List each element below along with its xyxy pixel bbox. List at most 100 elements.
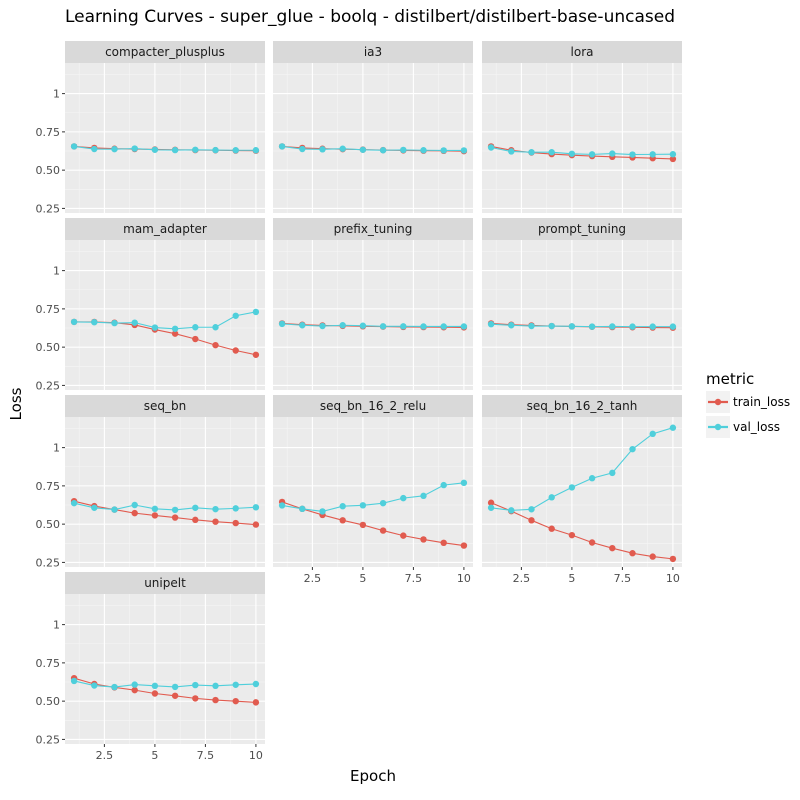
data-point-val_loss [359, 322, 367, 329]
facet-strip-label: lora [571, 45, 594, 59]
data-point-val_loss [400, 494, 407, 502]
data-point-val_loss [171, 146, 179, 154]
data-point-val_loss [669, 323, 677, 330]
data-point-val_loss [568, 323, 576, 330]
data-point-train_loss [339, 517, 346, 524]
data-point-val_loss [111, 145, 118, 153]
data-point-train_loss [252, 521, 260, 528]
data-point-val_loss [379, 147, 387, 154]
data-point-val_loss [212, 324, 219, 331]
data-point-val_loss [91, 145, 98, 153]
data-point-val_loss [548, 149, 555, 156]
data-point-val_loss [252, 504, 260, 511]
x-tick-label: 5 [151, 749, 158, 762]
series-line-val_loss [74, 311, 257, 330]
data-point-val_loss [629, 323, 636, 330]
data-point-val_loss [339, 145, 346, 152]
legend-item-val_loss: val_loss [706, 416, 780, 438]
facet-strip [482, 41, 682, 63]
data-point-train_loss [440, 539, 447, 547]
data-point-train_loss [212, 518, 219, 525]
data-point-val_loss [319, 508, 326, 515]
data-point-val_loss [212, 146, 219, 154]
data-point-val_loss [70, 499, 78, 507]
series-line-val_loss [281, 482, 464, 512]
series-line-train_loss [73, 500, 256, 526]
data-point-val_loss [460, 147, 468, 154]
x-tick-label: 7.5 [197, 749, 215, 762]
y-tick-label: 0.25 [36, 733, 61, 746]
legend-title: metric [706, 370, 754, 388]
data-point-train_loss [171, 330, 179, 337]
facet-strip [65, 395, 265, 417]
facet-strip-label: seq_bn_16_2_relu [320, 399, 426, 413]
facet-panel-ia3: ia3 [273, 41, 473, 213]
data-point-val_loss [299, 145, 306, 153]
data-point-val_loss [111, 506, 118, 513]
legend-key-point [714, 398, 722, 406]
series-line-train_loss [73, 677, 256, 703]
facet-strip-label: compacter_plusplus [105, 45, 225, 59]
panel-background [482, 417, 682, 567]
y-tick-label: 0.25 [36, 556, 61, 569]
y-axis-title: Loss [7, 387, 25, 420]
data-point-val_loss [548, 322, 555, 330]
facet-strip-label: mam_adapter [123, 222, 207, 236]
data-point-val_loss [232, 147, 239, 154]
data-point-val_loss [91, 318, 98, 326]
data-point-val_loss [568, 150, 576, 157]
x-axis-title: Epoch [350, 767, 396, 785]
x-tick-label: 10 [666, 572, 680, 585]
data-point-train_loss [460, 542, 468, 549]
data-point-val_loss [192, 681, 199, 689]
y-tick-label: 0.75 [36, 303, 61, 316]
facet-strip-label: prefix_tuning [334, 222, 413, 236]
data-point-val_loss [232, 312, 239, 319]
x-tick-label: 7.5 [614, 572, 632, 585]
series-line-val_loss [490, 146, 673, 156]
data-point-val_loss [568, 484, 576, 491]
y-tick-label: 0.75 [36, 126, 61, 139]
y-tick-label: 1 [53, 88, 60, 101]
data-point-val_loss [319, 322, 326, 330]
data-point-train_loss [232, 347, 239, 354]
data-point-train_loss [548, 525, 555, 532]
series-line-val_loss [282, 145, 464, 151]
legend-label: train_loss [733, 395, 790, 409]
data-point-val_loss [70, 143, 78, 150]
data-point-val_loss [460, 479, 468, 487]
data-point-val_loss [508, 507, 515, 514]
data-point-val_loss [151, 146, 159, 153]
panel-background [482, 240, 682, 390]
facet-strip [65, 41, 265, 63]
data-point-train_loss [629, 550, 636, 557]
x-tick-label: 5 [568, 572, 575, 585]
data-point-val_loss [629, 151, 636, 158]
chart-title: Learning Curves - super_glue - boolq - d… [65, 7, 675, 27]
facet-panel-compacter_plusplus: compacter_plusplus 0.25 0.50 0.75 1 [36, 41, 265, 215]
data-point-val_loss [588, 475, 596, 482]
data-point-train_loss [192, 516, 199, 524]
x-tick-label: 2.5 [96, 749, 114, 762]
data-point-val_loss [508, 322, 515, 329]
series-line-val_loss [491, 323, 673, 328]
data-point-train_loss [487, 499, 495, 506]
data-point-val_loss [359, 502, 367, 509]
panel-background [65, 417, 265, 567]
data-point-train_loss [151, 690, 159, 697]
data-point-val_loss [111, 683, 118, 691]
data-point-val_loss [131, 501, 138, 509]
data-point-val_loss [299, 322, 306, 329]
facet-panels: compacter_plusplus 0.25 0.50 0.75 1 ia3 lora ma… [36, 41, 682, 762]
legend-item-train_loss: train_loss [706, 391, 790, 413]
data-point-val_loss [252, 147, 260, 154]
y-tick-label: 1 [53, 265, 60, 278]
data-point-val_loss [171, 506, 179, 514]
data-point-val_loss [669, 424, 677, 431]
data-point-val_loss [91, 504, 98, 511]
data-point-val_loss [212, 505, 219, 513]
data-point-val_loss [192, 146, 199, 153]
data-point-train_loss [359, 521, 367, 529]
data-point-val_loss [379, 323, 387, 330]
data-point-val_loss [588, 323, 596, 330]
